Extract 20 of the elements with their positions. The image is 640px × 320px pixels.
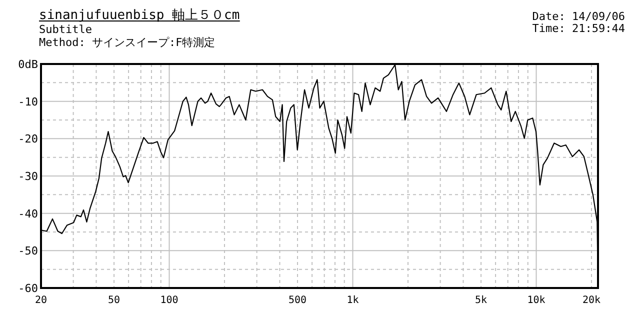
y-tick-label: -60 — [18, 282, 38, 295]
x-tick-label: 10k — [527, 295, 546, 306]
text: Date: 14/09/06 — [532, 10, 625, 23]
text: Method: サインスイープ:F特測定 — [39, 36, 216, 49]
x-tick-label: 50 — [108, 295, 120, 306]
y-tick-label: -30 — [18, 170, 38, 183]
y-tick-label: -20 — [18, 132, 38, 146]
y-tick-label: -40 — [18, 207, 38, 220]
chart-title: sinanjufuuenbisp 軸上５０cm — [39, 8, 240, 23]
x-tick-label: 100 — [160, 295, 178, 306]
y-tick-label: -50 — [18, 244, 38, 258]
x-tick-label: 5k — [474, 295, 488, 306]
y-tick-label: -10 — [18, 95, 38, 108]
y-tick-label: 0dB — [18, 58, 38, 71]
x-tick-label: 500 — [288, 295, 307, 306]
text: Time: 21:59:44 — [532, 22, 626, 35]
chart-subtitle: Subtitle — [39, 23, 92, 36]
x-tick-label: 20 — [34, 295, 48, 306]
x-tick-label: 20k — [582, 295, 601, 306]
x-tick-label: 1k — [346, 295, 359, 306]
